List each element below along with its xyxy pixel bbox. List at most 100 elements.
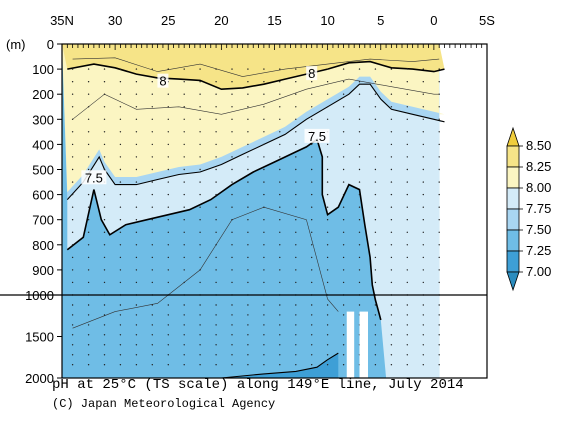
sample-dot: [295, 281, 297, 284]
sample-dot: [231, 324, 233, 326]
y-axis-unit: (m): [6, 37, 26, 52]
sample-dot: [422, 143, 424, 146]
sample-dot: [87, 143, 90, 146]
sample-dot: [151, 244, 153, 246]
sample-dot: [199, 256, 201, 259]
sample-dot: [263, 281, 265, 284]
sample-dot: [151, 118, 153, 121]
sample-dot: [390, 244, 393, 246]
sample-dot: [103, 118, 106, 121]
sample-dot: [390, 156, 393, 158]
sample-dot: [103, 231, 106, 233]
sample-dot: [135, 324, 138, 326]
sample-dot: [71, 334, 74, 336]
sample-dot: [422, 314, 424, 316]
sample-dot: [422, 256, 424, 259]
sample-dot: [311, 304, 313, 306]
sample-dot: [358, 68, 361, 70]
sample-dot: [326, 231, 329, 233]
sample-dot: [247, 219, 249, 221]
sample-dot: [151, 143, 153, 146]
sample-dot: [295, 364, 297, 366]
sample-dot: [71, 364, 74, 366]
sample-dot: [87, 118, 90, 121]
sample-dot: [167, 314, 169, 316]
sample-dot: [390, 364, 393, 366]
sample-dot: [71, 68, 74, 70]
x-tick-label: 0: [430, 13, 437, 28]
sample-dot: [231, 156, 233, 158]
sample-dot: [103, 131, 106, 133]
sample-dot: [215, 324, 217, 326]
sample-dot: [390, 354, 393, 356]
sample-dot: [311, 231, 313, 233]
sample-dot: [390, 131, 393, 133]
sample-dot: [215, 168, 217, 171]
sample-dot: [342, 206, 345, 208]
sample-dot: [231, 281, 233, 284]
sample-dot: [342, 281, 345, 284]
sample-dot: [167, 168, 169, 171]
sample-dot: [71, 143, 74, 146]
sample-dot: [279, 68, 281, 70]
sample-dot: [135, 106, 138, 108]
sample-dot: [342, 344, 345, 346]
sample-dot: [215, 181, 217, 183]
x-tick-label: 25: [161, 13, 175, 28]
sample-dot: [167, 219, 169, 221]
sample-dot: [263, 181, 265, 183]
sample-dot: [390, 269, 393, 271]
sample-dot: [326, 344, 329, 346]
sample-dot: [71, 93, 74, 95]
sample-dot: [167, 304, 169, 306]
sample-dot: [135, 156, 138, 158]
contour-label: 8: [308, 66, 315, 81]
sample-dot: [374, 219, 377, 221]
sample-dot: [342, 324, 345, 326]
sample-dot: [183, 244, 185, 246]
sample-dot: [279, 354, 281, 356]
sample-dot: [295, 344, 297, 346]
sample-dot: [374, 354, 377, 356]
sample-dot: [119, 106, 122, 108]
sample-dot: [438, 269, 440, 271]
sample-dot: [71, 131, 74, 133]
sample-dot: [263, 334, 265, 336]
sample-dot: [342, 354, 345, 356]
sample-dot: [263, 68, 265, 70]
sample-dot: [311, 219, 313, 221]
sample-dot: [199, 193, 201, 196]
sample-dot: [247, 364, 249, 366]
colorbar: 8.50 8.25 8.00 7.75 7.50 7.25 7.00: [506, 126, 551, 292]
sample-dot: [279, 364, 281, 366]
sample-dot: [183, 219, 185, 221]
chart-caption-title: pH at 25°C (TS scale) along 149°E line, …: [52, 377, 464, 393]
sample-dot: [71, 193, 74, 196]
sample-dot: [438, 93, 440, 95]
sample-dot: [151, 304, 153, 306]
sample-dot: [263, 206, 265, 208]
sample-dot: [135, 68, 138, 70]
sample-dot: [406, 156, 408, 158]
sample-dot: [103, 304, 106, 306]
sample-dot: [199, 314, 201, 316]
colorbar-label: 7.25: [526, 243, 551, 258]
sample-dot: [167, 354, 169, 356]
sample-dot: [326, 168, 329, 171]
sample-dot: [311, 334, 313, 336]
sample-dot: [119, 269, 122, 271]
sample-dot: [119, 304, 122, 306]
sample-dot: [135, 364, 138, 366]
sample-dot: [358, 156, 361, 158]
sample-dot: [199, 219, 201, 221]
sample-dot: [358, 231, 361, 233]
sample-dot: [167, 344, 169, 346]
sample-dot: [167, 206, 169, 208]
sample-dot: [87, 219, 90, 221]
sample-dot: [183, 168, 185, 171]
sample-dot: [342, 231, 345, 233]
sample-dot: [183, 304, 185, 306]
sample-dot: [295, 256, 297, 259]
sample-dot: [279, 131, 281, 133]
sample-dot: [311, 269, 313, 271]
